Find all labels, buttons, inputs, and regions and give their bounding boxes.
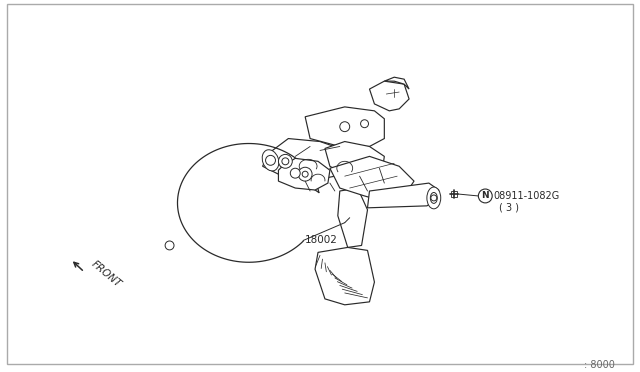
Polygon shape [367, 183, 439, 208]
Text: N: N [481, 192, 489, 201]
Text: 08911-1082G: 08911-1082G [493, 191, 559, 201]
Polygon shape [315, 247, 374, 305]
Circle shape [298, 167, 312, 181]
Polygon shape [305, 107, 385, 147]
Polygon shape [262, 138, 345, 181]
Polygon shape [369, 81, 409, 111]
Circle shape [266, 155, 275, 165]
Circle shape [302, 171, 308, 177]
Polygon shape [385, 77, 409, 89]
Circle shape [165, 241, 174, 250]
Ellipse shape [430, 192, 437, 203]
Circle shape [340, 122, 349, 132]
Circle shape [478, 189, 492, 203]
Text: 18002: 18002 [305, 235, 338, 246]
Text: : 8000: : 8000 [584, 360, 615, 370]
Circle shape [431, 195, 436, 201]
Circle shape [278, 154, 292, 168]
Text: ( 3 ): ( 3 ) [499, 203, 519, 213]
Polygon shape [451, 191, 456, 197]
Circle shape [282, 158, 289, 165]
Polygon shape [330, 156, 414, 203]
Polygon shape [325, 141, 385, 176]
Ellipse shape [427, 187, 441, 209]
Text: FRONT: FRONT [90, 259, 123, 289]
Polygon shape [278, 158, 330, 190]
Circle shape [291, 168, 300, 178]
Polygon shape [338, 188, 367, 247]
Ellipse shape [262, 150, 279, 171]
Circle shape [360, 120, 369, 128]
